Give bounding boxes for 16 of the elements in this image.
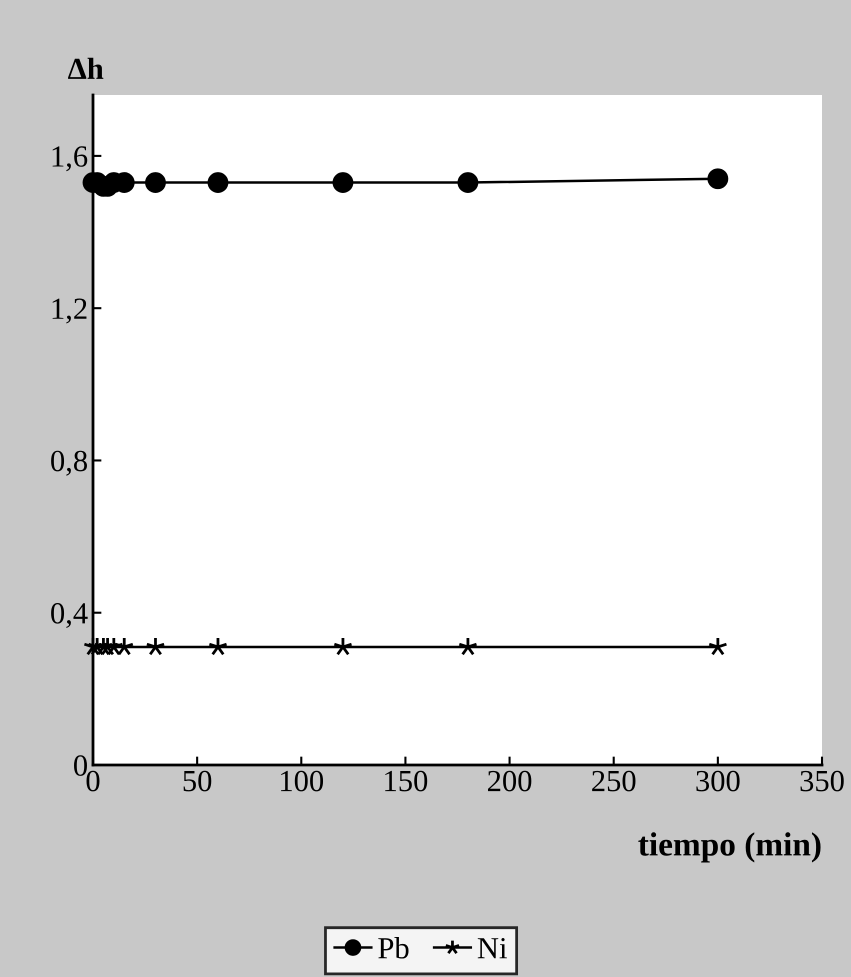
y-axis-title: Δh (68, 58, 104, 79)
y-tick-label: 1,2 (52, 298, 86, 324)
x-tick-label: 100 (281, 770, 324, 792)
x-tick-label: 300 (696, 770, 740, 792)
x-tick-label: 200 (488, 770, 532, 792)
legend-label: Ni (478, 938, 507, 958)
y-tick-label: 0,4 (51, 603, 88, 628)
x-tick-label: 350 (800, 770, 844, 792)
y-tick-label: 0,8 (51, 450, 87, 476)
x-tick-label: 50 (184, 770, 212, 792)
x-tick-label: 250 (592, 770, 636, 792)
y-tick-label: 1,6 (52, 146, 88, 172)
legend-label: Pb (378, 937, 409, 959)
x-tick-label: 150 (385, 770, 428, 792)
x-axis-title: tiempo (min) (638, 832, 821, 863)
y-tick-label: 0 (74, 755, 87, 776)
